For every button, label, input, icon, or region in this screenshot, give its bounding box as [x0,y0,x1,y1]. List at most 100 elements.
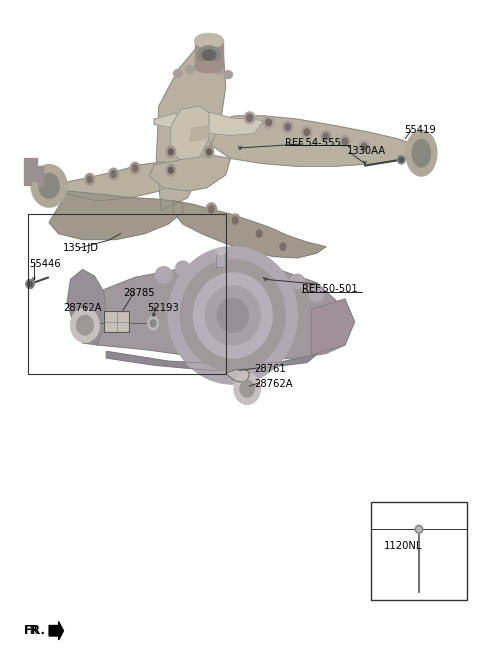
Ellipse shape [301,126,312,138]
Text: 55446: 55446 [29,260,60,269]
Ellipse shape [309,287,324,302]
Ellipse shape [321,130,331,142]
Polygon shape [154,111,264,135]
Ellipse shape [342,138,348,145]
Ellipse shape [132,165,137,171]
Polygon shape [216,251,225,267]
Ellipse shape [214,66,223,74]
Ellipse shape [232,217,238,224]
Polygon shape [49,622,63,640]
Text: REF.50-501: REF.50-501 [302,284,358,294]
Ellipse shape [217,298,248,332]
Ellipse shape [399,158,404,162]
Polygon shape [105,311,129,332]
Ellipse shape [412,139,431,167]
Ellipse shape [205,286,260,345]
Ellipse shape [156,267,172,283]
Bar [31,158,36,181]
Ellipse shape [264,116,274,128]
Polygon shape [173,201,326,258]
Polygon shape [149,155,230,191]
Polygon shape [226,369,250,382]
Ellipse shape [290,274,304,288]
Text: 1120NL: 1120NL [384,541,422,551]
Ellipse shape [166,164,176,176]
Ellipse shape [150,320,156,327]
Bar [38,166,43,186]
Ellipse shape [280,243,286,250]
Ellipse shape [230,214,240,227]
Ellipse shape [148,317,158,330]
Ellipse shape [323,133,329,139]
Ellipse shape [285,124,290,130]
Ellipse shape [108,225,119,238]
Ellipse shape [240,380,254,397]
Polygon shape [206,116,421,166]
Ellipse shape [304,129,310,135]
Ellipse shape [234,373,260,405]
Text: 1351JD: 1351JD [62,243,98,253]
Ellipse shape [198,46,220,64]
Ellipse shape [206,203,216,216]
Polygon shape [171,106,209,160]
Ellipse shape [176,261,190,275]
Ellipse shape [202,50,216,60]
Ellipse shape [208,206,214,213]
Ellipse shape [195,34,223,48]
Ellipse shape [28,281,33,286]
Polygon shape [312,299,355,355]
Ellipse shape [204,146,214,158]
Ellipse shape [84,217,95,231]
Ellipse shape [216,248,225,254]
Text: 28761: 28761 [254,364,286,374]
Polygon shape [156,41,226,211]
Ellipse shape [87,176,92,183]
Text: REF.54-555: REF.54-555 [285,138,341,148]
Ellipse shape [109,168,118,180]
Text: FR.: FR. [24,624,42,637]
Text: 1330AA: 1330AA [348,147,386,156]
Ellipse shape [247,114,252,121]
Ellipse shape [168,247,297,384]
Text: 28762A: 28762A [63,303,102,313]
Ellipse shape [71,308,99,342]
Ellipse shape [359,141,369,152]
Polygon shape [67,269,107,345]
Ellipse shape [244,112,255,124]
Ellipse shape [186,66,194,74]
Bar [28,214,226,374]
Ellipse shape [278,240,288,253]
Ellipse shape [417,527,421,532]
Text: FR.: FR. [24,624,46,637]
Ellipse shape [180,260,285,371]
Ellipse shape [26,279,34,288]
Ellipse shape [266,119,272,125]
Polygon shape [190,125,209,141]
Ellipse shape [415,526,423,533]
Ellipse shape [168,168,173,173]
Ellipse shape [195,61,223,73]
Ellipse shape [254,227,264,240]
Bar [24,158,31,185]
Ellipse shape [397,156,405,164]
Ellipse shape [206,149,211,155]
Polygon shape [73,264,345,360]
Ellipse shape [31,165,67,207]
Ellipse shape [193,273,272,358]
Ellipse shape [361,143,367,150]
Text: 28785: 28785 [123,288,155,298]
Ellipse shape [224,71,232,79]
Ellipse shape [340,135,350,147]
Polygon shape [49,191,183,240]
Ellipse shape [282,121,293,133]
Ellipse shape [76,315,93,335]
Polygon shape [44,162,183,201]
Polygon shape [195,41,223,67]
Ellipse shape [406,130,437,176]
Ellipse shape [174,70,182,78]
Ellipse shape [85,173,95,185]
Ellipse shape [111,171,116,177]
Ellipse shape [166,146,176,158]
Text: 52193: 52193 [147,303,179,313]
Ellipse shape [130,162,140,174]
